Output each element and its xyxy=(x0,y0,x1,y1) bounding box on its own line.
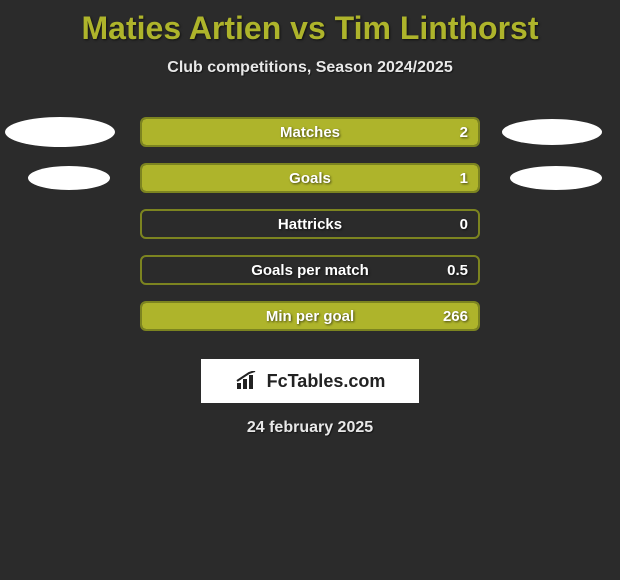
stat-bar: Goals 1 xyxy=(140,163,480,193)
right-ellipse xyxy=(502,119,602,145)
stat-row: Min per goal 266 xyxy=(0,293,620,339)
left-ellipse xyxy=(28,166,110,190)
left-ellipse xyxy=(5,117,115,147)
stat-value: 2 xyxy=(460,124,468,141)
stat-row: Matches 2 xyxy=(0,109,620,155)
page-title: Maties Artien vs Tim Linthorst xyxy=(0,0,620,47)
stat-label: Matches xyxy=(280,124,340,141)
stat-label: Goals per match xyxy=(251,262,369,279)
stat-bar: Goals per match 0.5 xyxy=(140,255,480,285)
brand-text: FcTables.com xyxy=(267,371,386,392)
stat-bar: Hattricks 0 xyxy=(140,209,480,239)
stat-label: Hattricks xyxy=(278,216,342,233)
stat-value: 0.5 xyxy=(447,262,468,279)
subtitle: Club competitions, Season 2024/2025 xyxy=(0,59,620,77)
stats-rows: Matches 2 Goals 1 Hattricks 0 Goals per match 0… xyxy=(0,109,620,339)
stat-value: 266 xyxy=(443,308,468,325)
stat-label: Goals xyxy=(289,170,331,187)
stat-row: Goals per match 0.5 xyxy=(0,247,620,293)
stat-label: Min per goal xyxy=(266,308,354,325)
stat-bar: Min per goal 266 xyxy=(140,301,480,331)
stat-row: Goals 1 xyxy=(0,155,620,201)
date-text: 24 february 2025 xyxy=(0,419,620,437)
right-ellipse xyxy=(510,166,602,190)
stat-value: 1 xyxy=(460,170,468,187)
chart-icon xyxy=(235,371,261,391)
stat-value: 0 xyxy=(460,216,468,233)
stat-bar: Matches 2 xyxy=(140,117,480,147)
stat-row: Hattricks 0 xyxy=(0,201,620,247)
brand-box[interactable]: FcTables.com xyxy=(201,359,419,403)
